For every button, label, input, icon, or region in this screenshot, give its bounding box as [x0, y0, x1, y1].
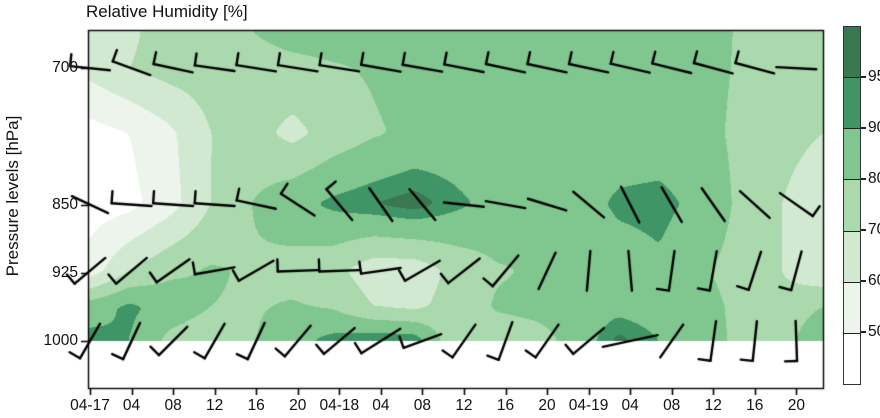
colorbar-segment [844, 77, 860, 129]
x-tick-label: 04-19 [568, 397, 609, 414]
x-tick-label: 04 [372, 397, 390, 414]
colorbar-tick-label: 50 [868, 323, 880, 340]
y-tick-label: 850 [52, 195, 78, 213]
x-tick-label: 08 [164, 397, 182, 414]
colorbar-tick-mark [861, 127, 866, 129]
x-tick-label: 04-18 [319, 397, 360, 414]
x-tick-label: 04-17 [70, 397, 110, 414]
colorbar [843, 26, 861, 385]
colorbar-tick-label: 70 [868, 221, 880, 238]
colorbar-segment [844, 230, 860, 282]
x-tick-label: 08 [413, 397, 432, 414]
y-tick-label: 925 [52, 263, 78, 281]
x-tick-label: 20 [538, 397, 556, 414]
colorbar-segment [844, 281, 860, 333]
colorbar-tick-label: 90 [868, 119, 880, 136]
x-tick-label: 16 [247, 397, 265, 414]
colorbar-segment [844, 27, 860, 78]
colorbar-tick-mark [861, 178, 866, 180]
x-tick-label: 12 [455, 397, 473, 414]
x-tick-label: 08 [663, 397, 681, 414]
y-tick-label: 700 [52, 59, 78, 77]
colorbar-tick-label: 95 [868, 68, 880, 85]
colorbar-tick-label: 80 [868, 170, 880, 187]
x-tick-label: 04 [122, 397, 141, 414]
colorbar-segment [844, 332, 860, 384]
colorbar-tick-mark [861, 280, 866, 282]
colorbar-tick-mark [861, 229, 866, 231]
chart-title: Relative Humidity [%] [86, 2, 248, 21]
y-tick-label: 1000 [43, 332, 78, 349]
colorbar-tick-mark [861, 331, 866, 333]
colorbar-tick-label: 60 [868, 272, 880, 289]
x-tick-label: 20 [289, 397, 307, 414]
x-tick-label: 04 [621, 397, 639, 414]
colorbar-segment [844, 128, 860, 180]
x-tick-label: 16 [496, 397, 515, 414]
colorbar-tick-mark [861, 76, 866, 78]
x-tick-label: 16 [746, 397, 764, 414]
colorbar-segment [844, 179, 860, 231]
x-tick-label: 12 [704, 397, 722, 414]
x-tick-label: 20 [787, 397, 805, 414]
x-tick-label: 12 [206, 397, 224, 414]
